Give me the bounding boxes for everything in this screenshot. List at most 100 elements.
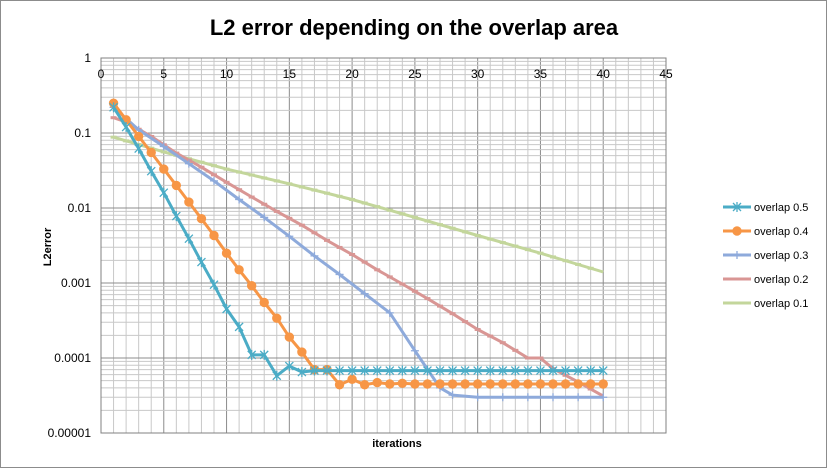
legend-item-overlap-0-4: overlap 0.4 bbox=[723, 226, 808, 238]
data-point bbox=[397, 378, 408, 388]
plot-area bbox=[100, 57, 667, 434]
data-point bbox=[523, 365, 533, 376]
x-axis-label: iterations bbox=[372, 438, 422, 450]
data-point bbox=[184, 233, 194, 244]
data-point bbox=[473, 365, 483, 376]
data-point bbox=[234, 265, 244, 275]
data-point bbox=[535, 365, 545, 376]
data-point bbox=[360, 365, 370, 376]
data-point bbox=[510, 379, 521, 389]
data-point bbox=[448, 391, 457, 400]
legend-item-overlap-0-1: overlap 0.1 bbox=[723, 298, 808, 310]
data-point bbox=[574, 393, 583, 402]
x-tick-labels: 0 5 10 15 20 25 30 35 40 45 bbox=[98, 67, 673, 81]
data-point bbox=[598, 365, 608, 376]
data-point bbox=[448, 365, 458, 376]
data-point bbox=[222, 304, 232, 315]
y-tick-label: 1 bbox=[84, 51, 91, 65]
data-point bbox=[297, 347, 307, 357]
data-point bbox=[360, 289, 369, 298]
data-point bbox=[385, 379, 395, 389]
data-point bbox=[435, 379, 445, 389]
legend-label: overlap 0.3 bbox=[754, 250, 808, 262]
legend-marker bbox=[733, 251, 741, 259]
data-point bbox=[184, 197, 194, 207]
data-point bbox=[159, 187, 169, 198]
data-point bbox=[498, 393, 507, 402]
data-point bbox=[272, 313, 282, 323]
legend-label: overlap 0.2 bbox=[754, 274, 808, 286]
x-tick-label: 10 bbox=[220, 67, 234, 81]
x-tick-label: 20 bbox=[345, 67, 359, 81]
data-point bbox=[385, 308, 394, 317]
data-point bbox=[235, 195, 244, 204]
data-point bbox=[549, 393, 557, 402]
x-tick-label: 35 bbox=[534, 67, 548, 81]
data-point bbox=[523, 379, 533, 389]
data-point bbox=[272, 370, 282, 381]
data-point bbox=[184, 159, 193, 168]
data-point bbox=[260, 213, 269, 222]
legend-label: overlap 0.1 bbox=[754, 298, 808, 310]
data-point bbox=[435, 365, 445, 376]
data-point bbox=[196, 214, 207, 224]
y-tick-labels: 1 0.1 0.01 0.001 0.0001 0.00001 bbox=[48, 51, 92, 440]
y-tick-label: 0.01 bbox=[68, 201, 92, 215]
legend-marker bbox=[732, 202, 742, 212]
data-point bbox=[209, 230, 219, 241]
legend-marker bbox=[732, 226, 742, 236]
legend-item-overlap-0-3: overlap 0.3 bbox=[723, 250, 808, 262]
data-point bbox=[335, 270, 344, 279]
data-point bbox=[284, 361, 294, 372]
y-tick-label: 0.001 bbox=[61, 276, 91, 290]
data-point bbox=[485, 379, 495, 389]
data-point bbox=[460, 379, 470, 389]
series-group bbox=[108, 98, 608, 402]
data-point bbox=[359, 380, 370, 390]
data-point bbox=[171, 211, 181, 222]
x-tick-label: 45 bbox=[659, 67, 673, 81]
data-point bbox=[310, 251, 319, 260]
series-overlap-0-3 bbox=[109, 103, 608, 402]
data-point bbox=[146, 166, 156, 177]
data-point bbox=[322, 365, 332, 376]
data-point bbox=[573, 365, 583, 376]
legend-label: overlap 0.4 bbox=[754, 226, 808, 238]
data-point bbox=[159, 142, 168, 151]
data-point bbox=[246, 281, 257, 291]
data-point bbox=[335, 365, 345, 376]
data-point bbox=[159, 164, 169, 174]
data-point bbox=[397, 365, 407, 376]
data-point bbox=[422, 365, 432, 376]
data-point bbox=[372, 377, 382, 388]
data-point bbox=[297, 367, 307, 378]
data-point bbox=[598, 379, 608, 389]
data-point bbox=[146, 147, 156, 158]
legend: overlap 0.5 overlap 0.4 overlap 0.3 overlap… bbox=[723, 202, 808, 310]
data-point bbox=[334, 380, 345, 390]
data-point bbox=[259, 349, 269, 360]
series-line-overlap-0-3 bbox=[112, 106, 604, 399]
data-point bbox=[573, 379, 583, 389]
data-point bbox=[535, 379, 546, 389]
series-overlap-0-4 bbox=[108, 98, 608, 390]
data-point bbox=[498, 365, 508, 376]
data-point bbox=[372, 365, 382, 376]
x-tick-label: 15 bbox=[283, 67, 297, 81]
data-point bbox=[210, 176, 218, 185]
x-tick-label: 40 bbox=[597, 67, 611, 81]
legend-label: overlap 0.5 bbox=[754, 202, 808, 214]
data-point bbox=[560, 379, 571, 389]
x-tick-label: 25 bbox=[408, 67, 422, 81]
data-point bbox=[284, 332, 295, 342]
data-point bbox=[347, 374, 357, 384]
data-point bbox=[422, 379, 433, 389]
y-tick-label: 0.1 bbox=[74, 126, 91, 140]
data-point bbox=[599, 393, 608, 402]
grid-lines bbox=[100, 58, 667, 434]
data-point bbox=[134, 143, 144, 154]
data-point bbox=[485, 365, 495, 376]
data-point bbox=[548, 379, 558, 389]
